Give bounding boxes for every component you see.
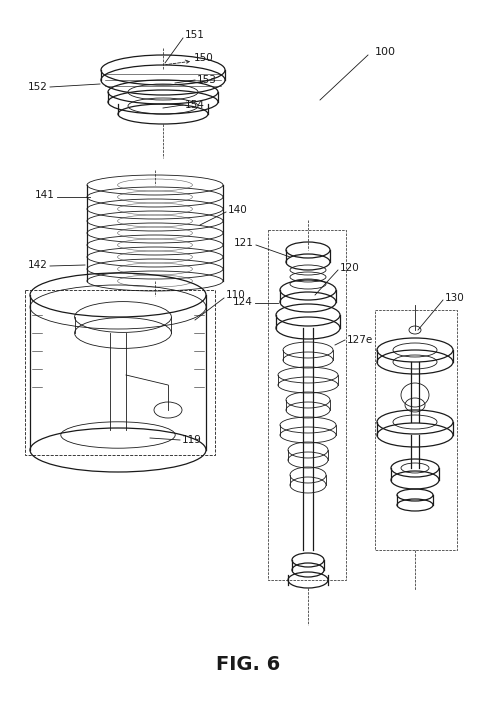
Text: 154: 154	[185, 100, 205, 110]
Text: 153: 153	[197, 75, 217, 85]
Text: 141: 141	[35, 190, 55, 200]
Text: 110: 110	[226, 290, 246, 300]
Text: FIG. 6: FIG. 6	[216, 655, 280, 675]
Text: 119: 119	[182, 435, 202, 445]
Text: 150: 150	[194, 53, 214, 63]
Bar	[268, 230, 346, 580]
Text: 130: 130	[445, 293, 465, 303]
Text: 151: 151	[185, 30, 205, 40]
Bar	[25, 290, 215, 455]
Bar	[375, 310, 457, 550]
Text: 120: 120	[340, 263, 360, 273]
Text: 152: 152	[28, 82, 48, 92]
Text: 121: 121	[234, 238, 254, 248]
Text: 100: 100	[375, 47, 396, 57]
Text: 142: 142	[28, 260, 48, 270]
Text: 127e: 127e	[347, 335, 373, 345]
Text: 140: 140	[228, 205, 248, 215]
Text: 124: 124	[233, 297, 253, 307]
